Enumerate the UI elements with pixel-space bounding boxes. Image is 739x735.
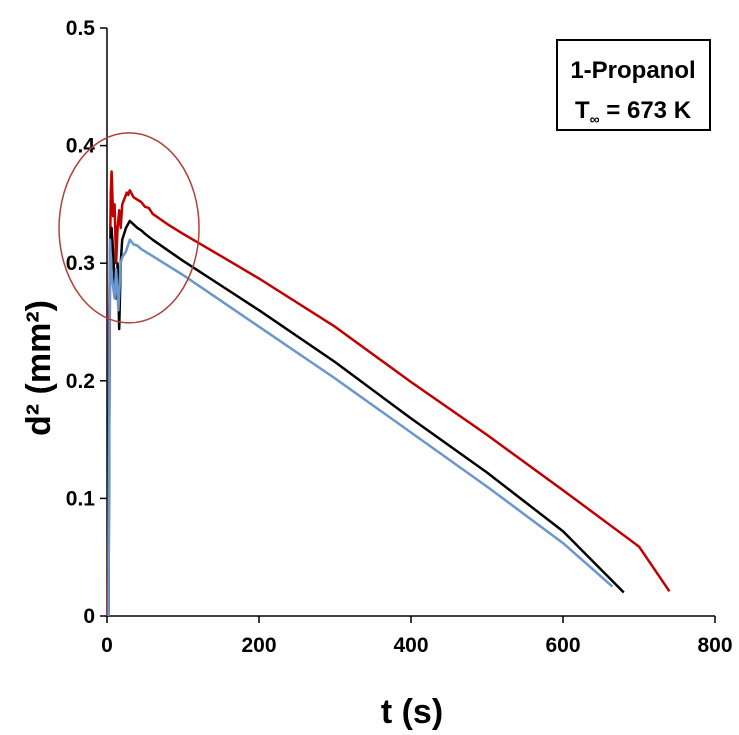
y-tick-label: 0.3 xyxy=(66,252,95,275)
x-tick-label: 600 xyxy=(545,634,580,657)
x-axis-title: t (s) xyxy=(381,693,443,731)
series-layer xyxy=(106,170,671,617)
legend-temperature-value: = 673 K xyxy=(600,97,692,124)
y-tick-label: 0.4 xyxy=(66,135,96,158)
y-tick-label: 0.5 xyxy=(66,17,96,40)
x-tick-label: 0 xyxy=(101,634,113,657)
legend-box xyxy=(556,39,711,131)
legend-line-1: 1-Propanol xyxy=(570,57,695,84)
legend-line-2: T∞ = 673 K xyxy=(575,97,692,127)
x-tick-label: 800 xyxy=(697,634,732,657)
y-axis-title: d² (mm²) xyxy=(20,300,58,436)
highlight-circle xyxy=(58,132,200,324)
x-tick-label: 400 xyxy=(393,634,428,657)
series-line-1 xyxy=(106,170,671,617)
legend-infinity-subscript: ∞ xyxy=(590,111,600,127)
legend-t-symbol: T xyxy=(575,97,590,124)
y-tick-label: 0.1 xyxy=(66,487,96,510)
series-line-3 xyxy=(107,238,614,617)
y-tick-label: 0.2 xyxy=(66,370,95,393)
y-tick-label: 0 xyxy=(83,605,95,628)
x-tick-label: 200 xyxy=(241,634,276,657)
annotation-layer xyxy=(58,132,200,324)
series-line-2 xyxy=(107,219,625,617)
